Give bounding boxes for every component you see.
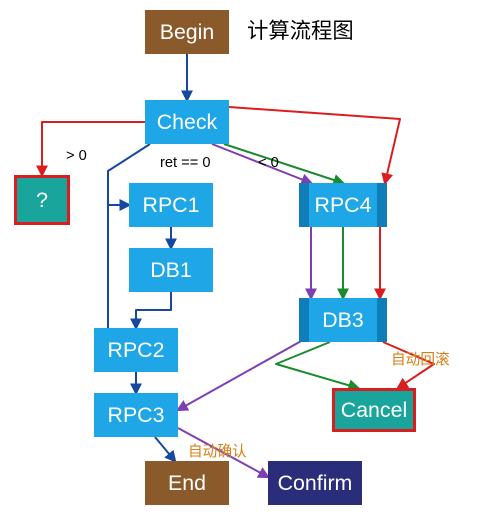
edge-rpc3-end xyxy=(155,437,175,461)
check-node: Check xyxy=(145,100,229,144)
begin-node-label: Begin xyxy=(160,20,215,45)
branch-label-lt0: < 0 xyxy=(258,155,279,171)
edge-check-rpc4-green xyxy=(224,144,343,183)
rpc2-node: RPC2 xyxy=(94,328,178,372)
check-node-label: Check xyxy=(157,110,217,135)
rpc3-node: RPC3 xyxy=(94,393,178,437)
edge-db3-rpc3-purple xyxy=(178,340,303,410)
edge-db1-rpc2 xyxy=(136,292,171,328)
auto-confirm-label: 自动确认 xyxy=(188,440,247,461)
edge-check-q xyxy=(42,122,145,175)
db3-node-label: DB3 xyxy=(322,308,364,333)
db3-node-inset-right xyxy=(377,298,387,342)
rpc4-node-inset-left xyxy=(299,183,309,227)
edges-layer xyxy=(0,0,500,518)
diagram-canvas: Begin Check? RPC1 DB1 RPC4 RPC2 DB3 RPC3 Cancel E… xyxy=(0,0,500,518)
db1-node-label: DB1 xyxy=(150,258,192,283)
auto-rollback-label: 自动回滚 xyxy=(391,348,450,369)
rpc1-node: RPC1 xyxy=(129,183,213,227)
db3-node-inset-left xyxy=(299,298,309,342)
rpc4-node: RPC4 xyxy=(299,183,387,227)
begin-node: Begin xyxy=(145,10,229,54)
cancel-node-label: Cancel xyxy=(341,398,407,423)
rpc2-node-label: RPC2 xyxy=(108,338,165,363)
rpc4-node-label: RPC4 xyxy=(315,193,372,218)
branch-label-eq0: ret == 0 xyxy=(160,155,211,171)
edge-db3-cancel-green xyxy=(276,342,358,388)
edge-check-rpc4-red xyxy=(229,107,400,183)
end-node-label: End xyxy=(168,471,206,496)
diagram-title: 计算流程图 xyxy=(247,14,354,45)
rpc4-node-inset-right xyxy=(377,183,387,227)
end-node: End xyxy=(145,461,229,505)
unknown-node: ? xyxy=(14,175,70,225)
branch-label-gt0: > 0 xyxy=(66,148,87,164)
rpc1-node-label: RPC1 xyxy=(143,193,200,218)
db1-node: DB1 xyxy=(129,248,213,292)
unknown-node-label: ? xyxy=(36,188,48,213)
confirm-node-label: Confirm xyxy=(278,471,353,496)
cancel-node: Cancel xyxy=(332,388,416,432)
confirm-node: Confirm xyxy=(268,461,362,505)
rpc3-node-label: RPC3 xyxy=(108,403,165,428)
db3-node: DB3 xyxy=(299,298,387,342)
